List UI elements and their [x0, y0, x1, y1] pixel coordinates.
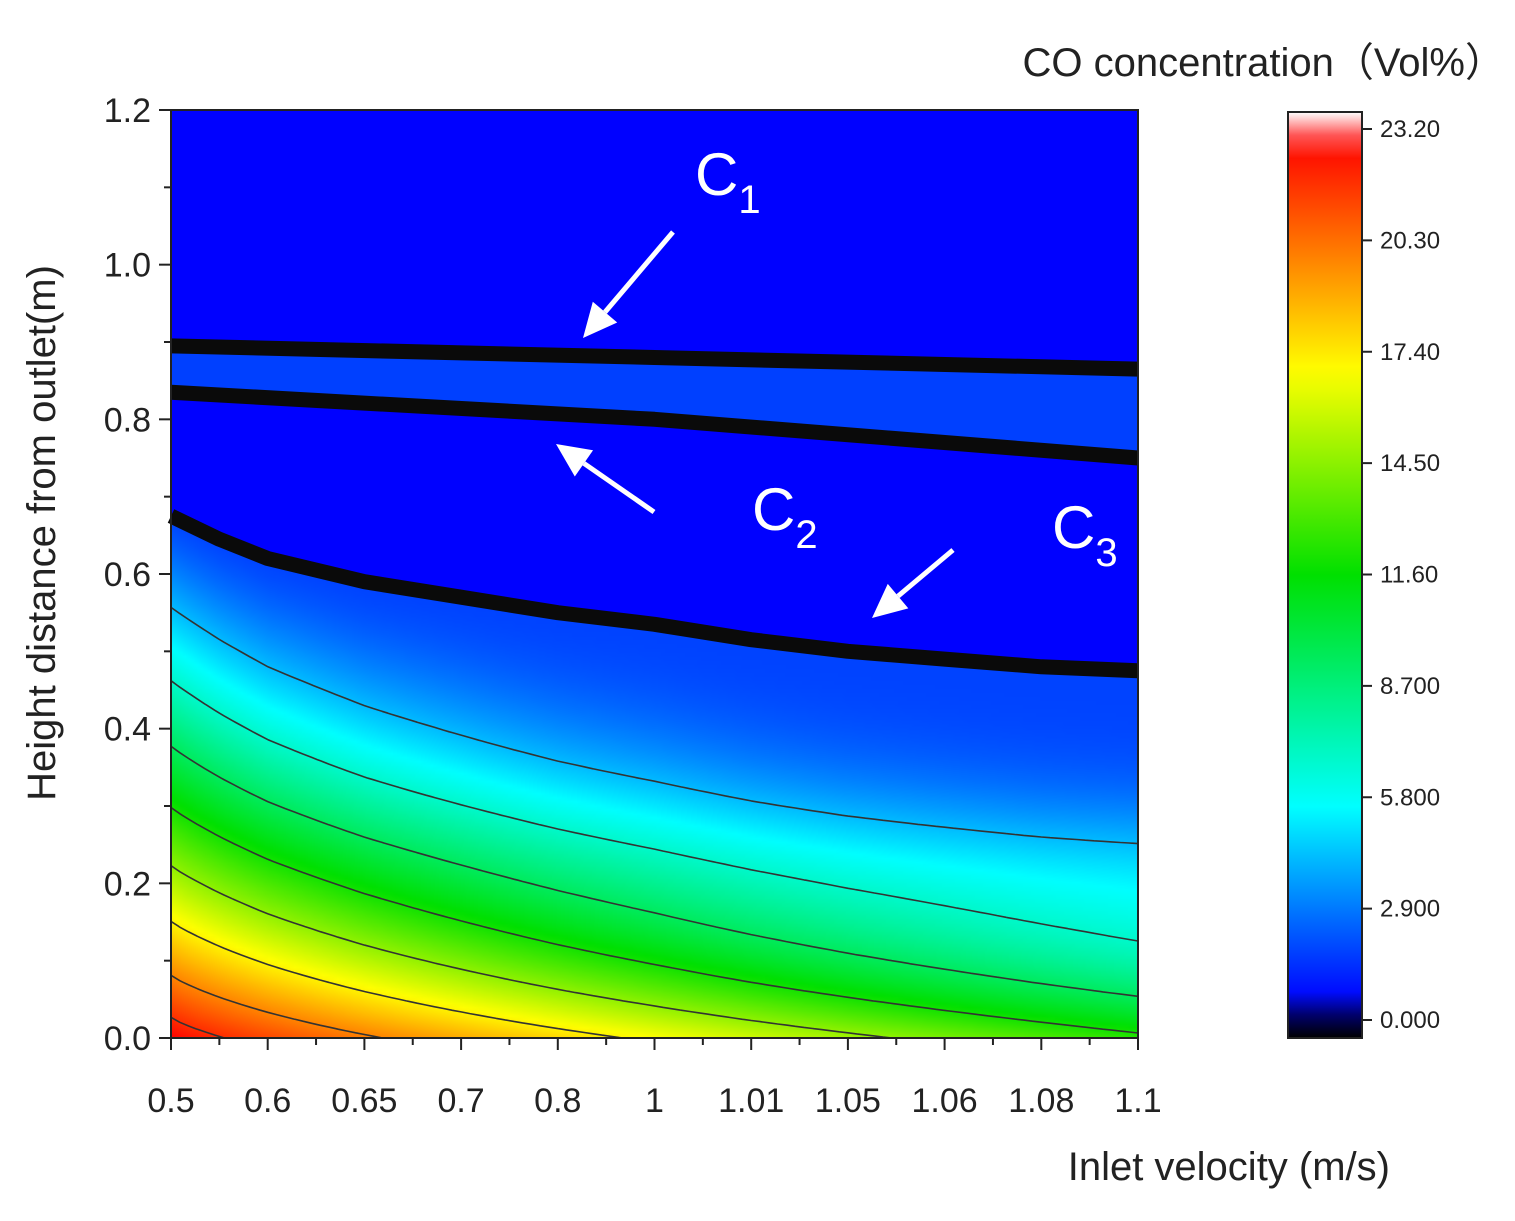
x-axis: 0.5 0.6 0.65 0.7 0.8 1 1.01 1.05 1.06 1.08 1.1: [147, 1037, 1162, 1120]
y-tick-label: 1.0: [104, 247, 151, 285]
x-tick-label: 1.06: [912, 1082, 978, 1120]
annotations: C1 C2 C3: [556, 141, 1118, 618]
x-tick-label: 0.6: [244, 1082, 291, 1120]
x-tick-label: 1.05: [815, 1082, 881, 1120]
boundary-line-c3: [167, 509, 1139, 679]
annotation-c3-arrowhead: [872, 583, 909, 618]
colorbar-tick-label: 5.800: [1380, 784, 1440, 811]
y-axis-title: Height distance from outlet(m): [20, 265, 64, 801]
colorbar-tick-label: 23.20: [1380, 116, 1440, 143]
boundary-line-c1: [170, 338, 1139, 377]
colorbar-tick-label: 11.60: [1380, 562, 1438, 589]
annotation-c2-arrowhead: [556, 444, 594, 477]
boundary-lines: [167, 338, 1139, 679]
y-tick-label: 0.4: [104, 711, 151, 749]
contour-line-4: [171, 745, 1138, 998]
colorbar-gradient: [1288, 112, 1362, 1038]
annotation-c2-label: C2: [752, 476, 818, 557]
colorbar-tick-label: 14.50: [1380, 450, 1440, 477]
annotation-c1-label: C1: [695, 141, 761, 222]
colorbar: 0.000 2.900 5.800 8.700 11.60 14.50 17.40 20.30…: [1287, 111, 1440, 1039]
y-tick-label: 0.2: [104, 865, 151, 903]
boundary-line-c2: [170, 384, 1139, 466]
y-tick-label: 0.6: [104, 556, 151, 594]
y-tick-label: 0.0: [104, 1020, 151, 1058]
y-tick-label: 0.8: [104, 401, 151, 439]
contour-line-6: [171, 864, 892, 1038]
colorbar-tick-label: 2.900: [1380, 896, 1440, 923]
x-tick-label: 0.7: [437, 1082, 484, 1120]
x-tick-label: 0.65: [331, 1082, 397, 1120]
colorbar-tick-label: 17.40: [1380, 339, 1440, 366]
x-tick-label: 1: [645, 1082, 664, 1120]
x-tick-label: 1.01: [718, 1082, 784, 1120]
annotation-c1-arrowhead: [583, 301, 618, 338]
x-tick-label: 0.5: [147, 1082, 194, 1120]
contour-line-3: [171, 680, 1138, 942]
x-tick-label: 1.08: [1008, 1082, 1074, 1120]
colorbar-tick-label: 8.700: [1380, 673, 1440, 700]
x-axis-title: Inlet velocity (m/s): [1068, 1145, 1390, 1189]
plot-area: C1 C2 C3: [167, 109, 1139, 1039]
y-tick-label: 1.2: [104, 92, 151, 130]
contour-line-2: [171, 606, 1138, 845]
annotation-c3-label: C3: [1052, 494, 1118, 575]
annotation-c2-arrow: [582, 461, 656, 515]
annotation-c1-arrow: [603, 230, 675, 314]
annotation-c3-arrow: [896, 548, 955, 599]
y-axis: 0.0 0.2 0.4 0.6 0.8 1.0 1.2: [104, 92, 172, 1058]
x-tick-label: 1.1: [1114, 1082, 1161, 1120]
colorbar-tick-label: 0.000: [1380, 1007, 1440, 1034]
contour-line-5: [171, 806, 1138, 1034]
x-tick-label: 0.8: [534, 1082, 581, 1120]
colorbar-tick-label: 20.30: [1380, 227, 1440, 254]
colorbar-title: CO concentration（Vol%）: [1023, 41, 1505, 85]
